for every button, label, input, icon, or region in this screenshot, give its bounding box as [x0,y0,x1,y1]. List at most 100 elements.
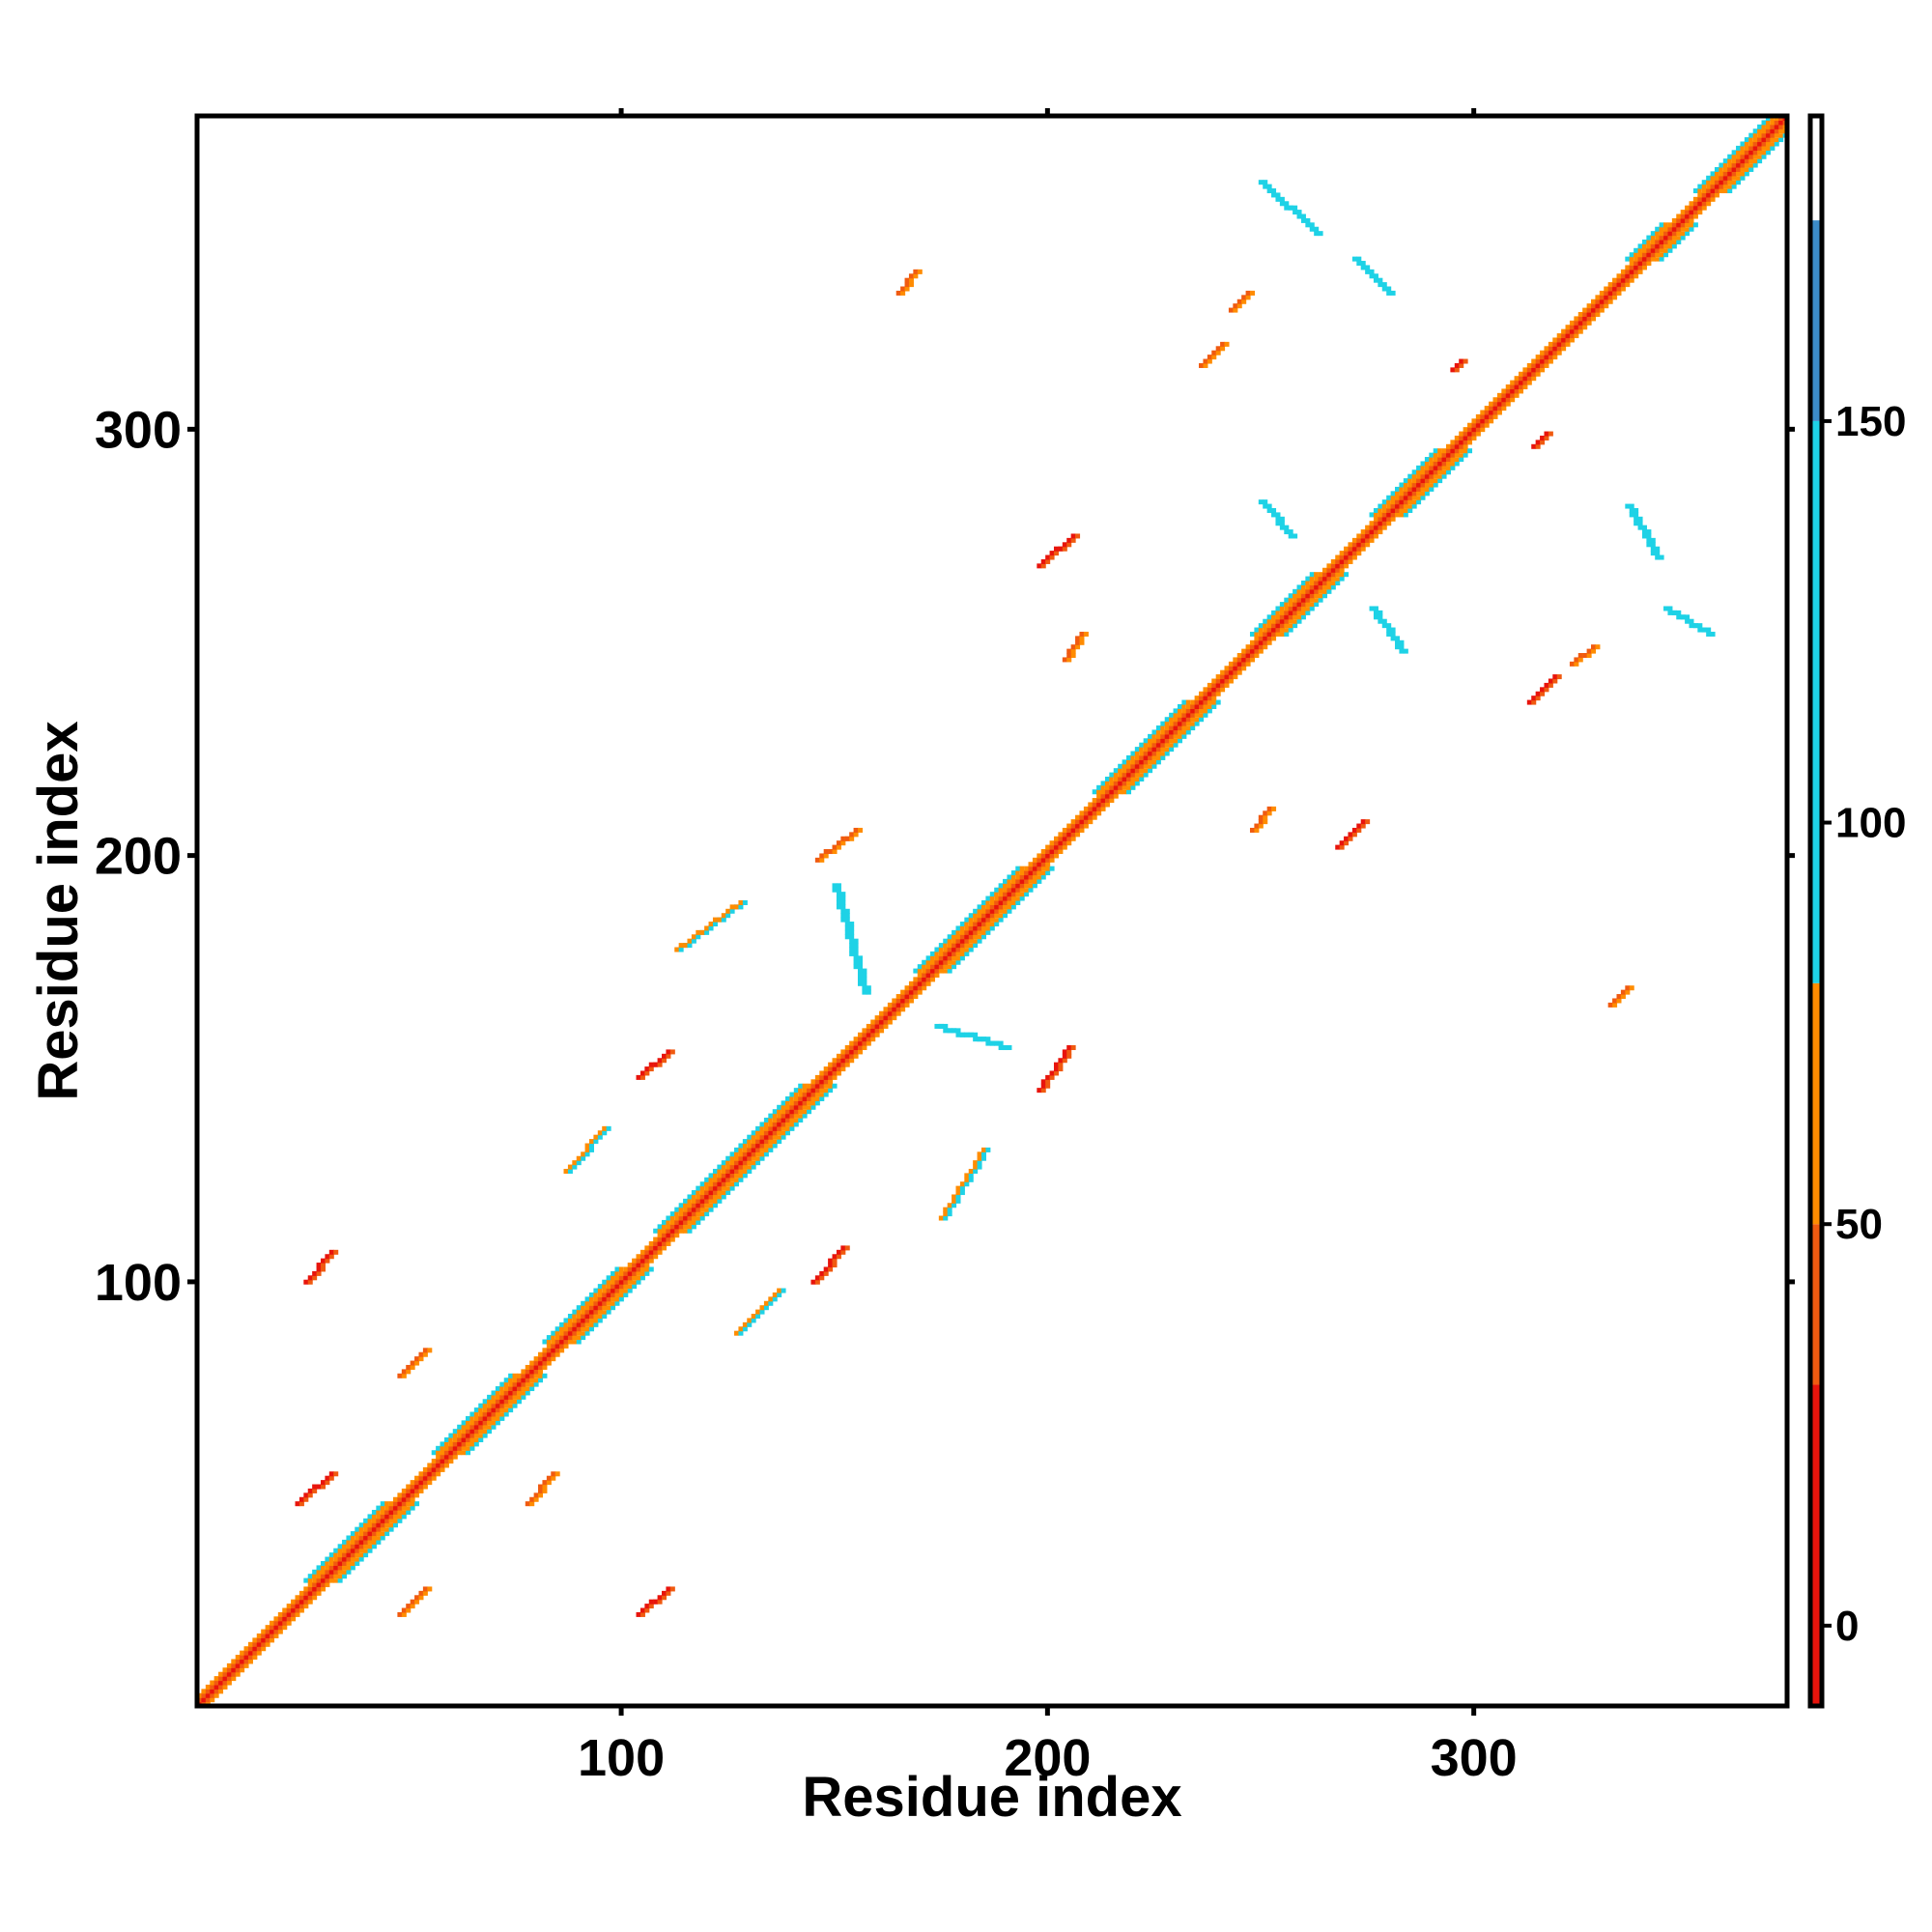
heatmap-cell [1616,282,1622,288]
heatmap-cell [908,989,914,995]
heatmap-cell [371,1510,377,1516]
heatmap-cell [1053,853,1059,859]
heatmap-cell [1233,661,1238,667]
heatmap-cell [1607,290,1613,296]
heatmap-cell [567,1314,573,1320]
heatmap-cell [1019,895,1025,901]
heatmap-cell [1143,738,1149,744]
heatmap-cell [1203,362,1208,368]
contact-segment [397,1586,433,1617]
heatmap-cell [1441,452,1447,458]
heatmap-cell [312,1484,318,1490]
heatmap-cell [1233,307,1238,313]
heatmap-cell [1233,303,1238,309]
heatmap-cell [1045,853,1051,859]
heatmap-cell [721,913,726,919]
heatmap-cell [1284,606,1290,611]
heatmap-cell [588,1292,594,1297]
heatmap-cell [346,1548,352,1553]
heatmap-cell [559,1343,565,1349]
heatmap-cell [512,1386,518,1392]
heatmap-cell [1629,507,1634,513]
heatmap-cell [717,1185,723,1191]
heatmap-cell [1501,397,1507,403]
heatmap-cell [1612,286,1618,292]
heatmap-cell [687,1198,693,1204]
heatmap-cell [696,1190,701,1196]
heatmap-cell [1143,763,1149,769]
heatmap-cell [1722,188,1728,194]
heatmap-cell [1211,699,1217,705]
heatmap-cell [1040,870,1046,876]
heatmap-cell [708,1194,714,1200]
heatmap-cell [1024,874,1030,880]
heatmap-cell [1689,213,1694,219]
heatmap-cell [823,849,829,855]
heatmap-cell [554,1339,560,1345]
heatmap-cell [597,1130,603,1136]
heatmap-cell [1032,857,1037,863]
heatmap-cell [1220,682,1226,688]
heatmap-cell [747,1143,753,1149]
heatmap-cell [303,1496,309,1502]
heatmap-cell [614,1296,620,1302]
heatmap-cell [521,1394,526,1400]
heatmap-cell [994,899,1000,905]
heatmap-cell [1531,362,1537,368]
heatmap-cell [1028,862,1034,867]
heatmap-cell [1211,682,1217,688]
heatmap-cell [1680,222,1686,228]
heatmap-cell [632,1263,638,1268]
heatmap-cell [1122,772,1127,778]
heatmap-cell [1646,252,1652,258]
heatmap-cell [320,1266,326,1272]
heatmap-cell [482,1429,488,1435]
heatmap-cell [857,959,863,965]
heatmap-cell [763,1300,769,1306]
heatmap-cell [1024,883,1030,889]
heatmap-cell [1641,265,1647,270]
heatmap-cell [606,1309,611,1315]
heatmap-cell [1680,614,1686,620]
heatmap-cell [1266,623,1272,629]
heatmap-cell [1066,832,1072,838]
heatmap-cell [346,1556,352,1562]
heatmap-cell [930,968,936,974]
heatmap-cell [844,913,850,919]
heatmap-cell [777,1104,782,1110]
heatmap-cell [346,1565,352,1571]
heatmap-cell [482,1407,488,1413]
heatmap-cell [1284,631,1290,637]
heatmap-cell [1736,150,1742,156]
heatmap-cell [320,1577,326,1583]
heatmap-cell [849,951,855,956]
heatmap-cell [618,1270,624,1276]
heatmap-cell [1211,678,1217,684]
heatmap-cell [994,908,1000,914]
heatmap-cell [1386,290,1392,296]
heatmap-cell [197,1697,203,1703]
heatmap-cell [1496,401,1502,407]
heatmap-cell [1671,239,1677,244]
heatmap-cell [738,1147,744,1152]
heatmap-cell [1288,627,1293,633]
heatmap-cell [508,1381,514,1387]
heatmap-cell [874,1023,880,1029]
heatmap-cell [1207,699,1212,705]
heatmap-cell [1641,243,1647,249]
heatmap-cell [581,1326,586,1332]
heatmap-cell [1126,784,1132,790]
heatmap-cell [840,913,846,919]
heatmap-cell [1271,610,1277,615]
heatmap-cell [952,947,957,952]
heatmap-cell [1710,180,1716,185]
heatmap-cell [849,925,855,931]
heatmap-cell [1088,806,1094,811]
heatmap-cell [1381,525,1387,530]
heatmap-cell [1079,823,1085,829]
heatmap-cell [376,1531,382,1537]
heatmap-cell [397,1496,403,1502]
heatmap-cell [328,1552,334,1558]
heatmap-cell [1249,657,1255,663]
heatmap-cell [998,883,1004,889]
